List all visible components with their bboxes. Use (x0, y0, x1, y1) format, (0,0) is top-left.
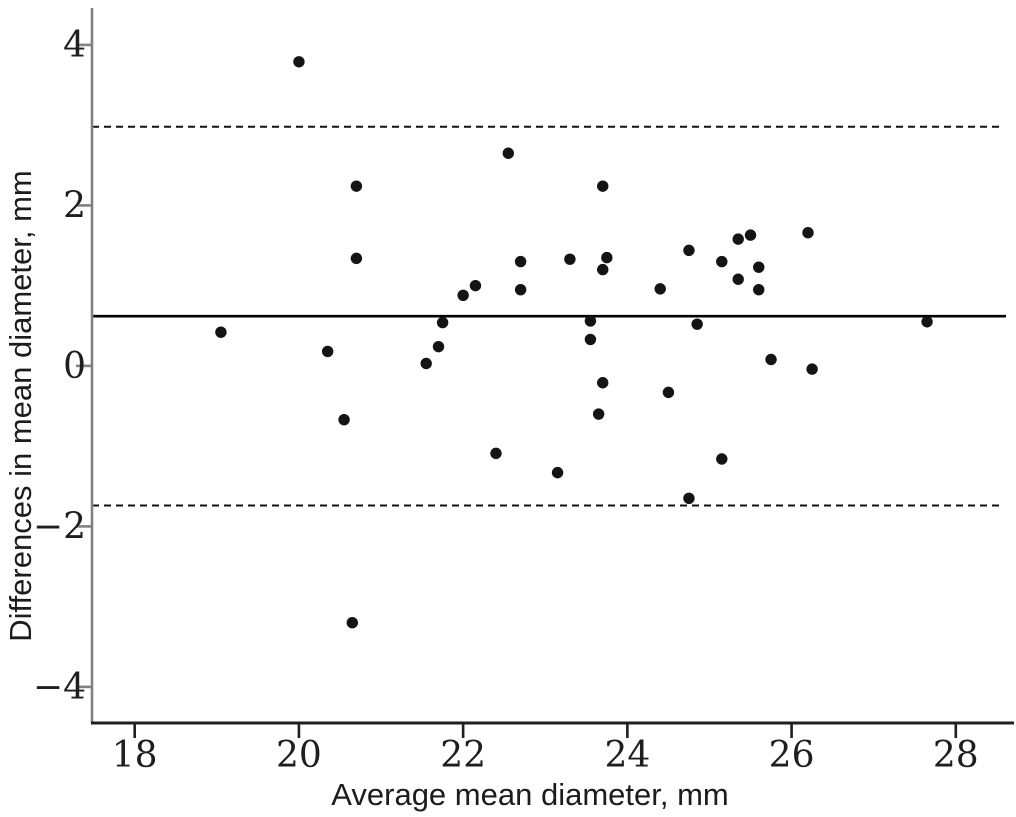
data-point (662, 386, 675, 399)
data-point (597, 263, 609, 276)
y-tick-label: −2 (33, 506, 86, 547)
data-point (683, 244, 695, 257)
data-point (654, 283, 666, 295)
data-point (802, 226, 814, 239)
data-point (753, 283, 765, 296)
x-tick-label: 28 (933, 735, 979, 776)
data-point (490, 447, 502, 460)
data-point (215, 326, 227, 338)
data-point (765, 353, 777, 366)
data-point (338, 413, 350, 426)
data-point (293, 56, 305, 68)
data-point (321, 345, 334, 358)
data-point (806, 363, 818, 375)
data-point (514, 255, 527, 268)
y-tick-label: 4 (63, 25, 86, 66)
data-point (436, 316, 449, 329)
data-point (683, 492, 695, 505)
data-point (432, 340, 445, 353)
data-point (350, 180, 363, 192)
data-point (502, 147, 515, 159)
data-point (584, 333, 597, 346)
y-tick-label: 2 (63, 185, 86, 226)
y-tick-label: 0 (63, 346, 86, 387)
data-point (514, 283, 527, 296)
data-point (601, 251, 613, 264)
y-axis-title: Differences in mean diameter, mm (3, 170, 38, 642)
x-axis-title: Average mean diameter, mm (331, 777, 729, 812)
data-point (564, 253, 576, 265)
y-tick-label: −4 (33, 667, 86, 708)
x-tick-label: 26 (769, 735, 815, 776)
data-point (921, 316, 933, 328)
x-tick-label: 18 (112, 735, 158, 776)
data-point (420, 357, 432, 370)
data-point (716, 453, 728, 465)
data-point (592, 408, 605, 420)
data-point (457, 289, 469, 301)
x-tick-label: 20 (276, 735, 322, 776)
x-tick-label: 22 (440, 735, 486, 776)
data-point (716, 255, 728, 268)
data-point (744, 229, 757, 241)
data-point (597, 377, 609, 389)
data-point (346, 616, 358, 629)
data-point (469, 279, 482, 292)
data-point (732, 233, 744, 245)
x-tick-label: 24 (604, 735, 650, 776)
data-point (753, 261, 765, 273)
data-point (691, 318, 703, 330)
data-point (584, 315, 597, 327)
data-point (732, 273, 744, 285)
data-point (551, 466, 564, 479)
data-point (350, 252, 363, 265)
data-point (597, 180, 609, 192)
